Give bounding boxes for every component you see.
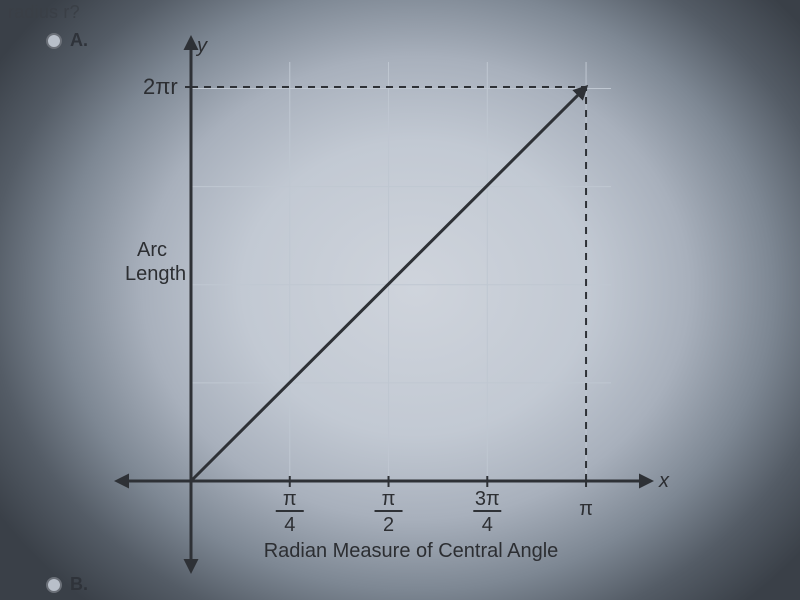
svg-text:π: π	[283, 488, 297, 510]
question-fragment: radius r?	[8, 2, 80, 23]
chart-svg: π 4 π 2 3π 4 π 2πr y x ArcLength Radian Measure of …	[105, 26, 680, 584]
svg-text:π: π	[382, 488, 396, 510]
svg-text:2: 2	[383, 514, 394, 536]
option-a[interactable]: A.	[46, 30, 88, 51]
radio-icon	[46, 33, 62, 49]
svg-text:2πr: 2πr	[143, 74, 178, 99]
svg-text:y: y	[195, 35, 208, 57]
svg-text:Length: Length	[125, 263, 186, 285]
svg-text:Arc: Arc	[137, 239, 167, 261]
svg-text:4: 4	[284, 514, 295, 536]
svg-text:π: π	[579, 498, 593, 520]
svg-text:4: 4	[482, 514, 493, 536]
option-a-label: A.	[70, 30, 88, 51]
option-b-label: B.	[70, 574, 88, 595]
arc-length-chart: π 4 π 2 3π 4 π 2πr y x ArcLength Radian Measure of …	[105, 26, 680, 584]
radio-icon	[46, 577, 62, 593]
screenshot-surface: radius r? A. B. π 4 π 2 3π 4 π 2πr y x ArcLength Ra…	[0, 0, 800, 600]
svg-text:3π: 3π	[475, 488, 500, 510]
svg-text:Radian Measure of Central Angl: Radian Measure of Central Angle	[264, 540, 559, 562]
svg-text:x: x	[658, 470, 670, 492]
option-b[interactable]: B.	[46, 574, 88, 595]
